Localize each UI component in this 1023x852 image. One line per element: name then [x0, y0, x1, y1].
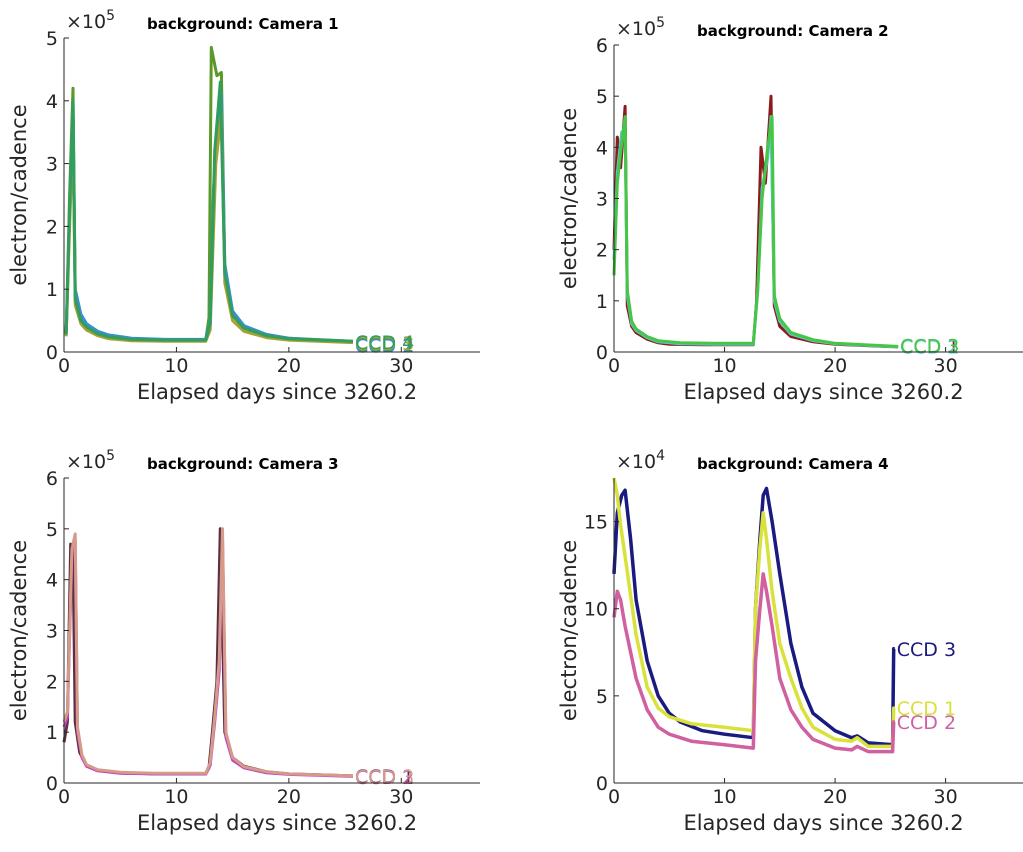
y-tick-label: 5: [596, 86, 608, 108]
y-exponent-base: ×10: [66, 11, 106, 33]
series-line-ccd-3: [612, 115, 899, 348]
y-exponent-base: ×10: [616, 18, 656, 40]
y-axis-label: electron/cadence: [7, 104, 31, 285]
x-tick-label: 20: [823, 786, 847, 808]
y-tick-label: 1: [46, 722, 58, 744]
y-tick-label: 10: [584, 599, 608, 621]
chart-title: background: Camera 3: [147, 455, 339, 473]
x-tick-label: 30: [934, 355, 958, 377]
y-tick-label: 3: [46, 154, 58, 176]
y-exponent-label: ×105: [66, 8, 115, 33]
y-tick-label: 1: [596, 291, 608, 313]
y-exponent-power: 5: [106, 448, 115, 464]
x-tick-label: 10: [164, 786, 188, 808]
y-tick-label: 4: [46, 570, 58, 592]
y-tick-label: 3: [596, 189, 608, 211]
x-tick-label: 20: [277, 786, 301, 808]
y-exponent-power: 5: [106, 8, 115, 24]
series-end-label: CCD 2: [897, 712, 956, 734]
x-tick-label: 0: [58, 355, 70, 377]
y-tick-label: 4: [596, 137, 608, 159]
x-tick-label: 10: [712, 355, 736, 377]
x-tick-label: 30: [934, 786, 958, 808]
y-tick-label: 0: [46, 773, 58, 795]
y-exponent-label: ×104: [616, 448, 665, 473]
chart-title: background: Camera 2: [697, 22, 889, 40]
series-line-ccd-1: [62, 527, 354, 778]
y-tick-label: 2: [46, 671, 58, 693]
series-end-label: CCD 3: [897, 639, 956, 661]
y-exponent-label: ×105: [616, 15, 665, 40]
y-tick-label: 4: [46, 91, 58, 113]
series-line-ccd-3: [62, 527, 354, 778]
y-axis-label: electron/cadence: [7, 540, 31, 721]
x-tick-label: 0: [608, 355, 620, 377]
y-exponent-power: 4: [656, 448, 665, 464]
y-tick-label: 0: [46, 342, 58, 364]
x-tick-label: 10: [164, 355, 188, 377]
y-exponent-power: 5: [656, 15, 665, 31]
y-tick-label: 0: [596, 342, 608, 364]
y-tick-label: 15: [584, 512, 608, 534]
y-exponent-base: ×10: [616, 451, 656, 473]
y-tick-label: 6: [46, 468, 58, 490]
x-tick-label: 30: [389, 786, 413, 808]
series-line-ccd-2: [62, 537, 354, 778]
y-tick-label: 5: [46, 519, 58, 541]
y-tick-label: 5: [46, 28, 58, 50]
series-end-label: CCD 4: [355, 332, 414, 354]
y-tick-label: 3: [46, 621, 58, 643]
x-axis-label: Elapsed days since 3260.2: [683, 811, 963, 835]
y-axis-label: electron/cadence: [557, 540, 581, 721]
series-end-label: CCD 1: [897, 698, 956, 720]
y-tick-label: 2: [46, 216, 58, 238]
y-exponent-label: ×105: [66, 448, 115, 473]
series-end-label: CCD 2: [900, 336, 959, 358]
x-axis-label: Elapsed days since 3260.2: [137, 811, 417, 835]
y-tick-label: 6: [596, 35, 608, 57]
y-tick-label: 2: [596, 240, 608, 262]
series-end-label: CCD 1: [355, 334, 414, 356]
series-end-label: CCD 1: [355, 766, 414, 788]
series-line-ccd-2: [612, 572, 896, 754]
series-line-ccd-1: [612, 477, 896, 749]
x-tick-label: 20: [277, 355, 301, 377]
x-tick-label: 0: [58, 786, 70, 808]
y-tick-label: 1: [46, 279, 58, 301]
series-line-ccd-4: [64, 80, 354, 343]
x-axis-label: Elapsed days since 3260.2: [137, 380, 417, 404]
x-tick-label: 10: [712, 786, 736, 808]
y-tick-label: 0: [596, 773, 608, 795]
x-tick-label: 20: [823, 355, 847, 377]
chart-title: background: Camera 1: [147, 15, 339, 33]
x-tick-label: 30: [389, 355, 413, 377]
y-tick-label: 5: [596, 686, 608, 708]
y-exponent-base: ×10: [66, 451, 106, 473]
series-end-label: CCD 3: [355, 333, 414, 355]
x-tick-label: 0: [608, 786, 620, 808]
x-axis-label: Elapsed days since 3260.2: [683, 380, 963, 404]
chart-title: background: Camera 4: [697, 455, 889, 473]
y-axis-label: electron/cadence: [557, 108, 581, 289]
